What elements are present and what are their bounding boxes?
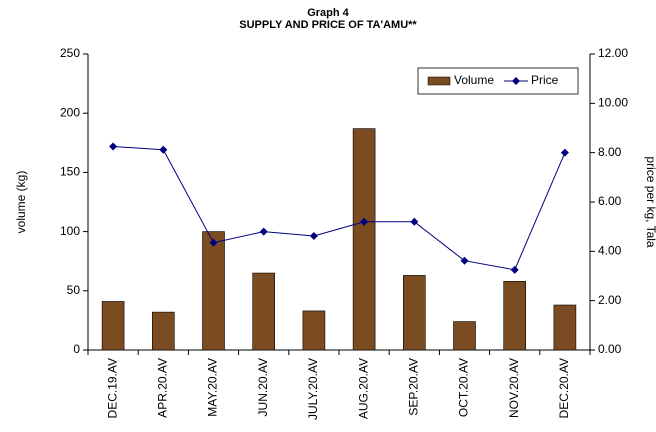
bar: [453, 321, 476, 351]
price-marker: [360, 217, 369, 226]
bar: [101, 301, 125, 351]
x-tick-label: DEC.20.AV: [557, 358, 571, 418]
y2-tick-label: 8.00: [598, 145, 622, 159]
legend-marker: [512, 77, 520, 85]
y2-tick-label: 10.00: [598, 96, 628, 110]
x-tick-label: NOV.20.AV: [507, 358, 521, 418]
price-line: [113, 146, 566, 271]
y2-tick-label: 2.00: [598, 293, 622, 307]
price-marker: [159, 145, 168, 154]
y2-tick-label: 6.00: [598, 194, 622, 208]
bar: [503, 281, 527, 351]
y2-tick-label: 12.00: [598, 46, 628, 60]
x-tick-label: JUN.20.AV: [256, 358, 270, 416]
y-tick-label: 200: [60, 105, 80, 119]
x-tick-label: MAY.20.AV: [206, 358, 220, 417]
legend-box: [417, 67, 579, 95]
y2-tick-label: 4.00: [598, 244, 622, 258]
x-tick-label: SEP.20.AV: [406, 358, 420, 416]
price-marker: [460, 256, 469, 265]
y-tick-label: 0: [73, 342, 80, 356]
legend-swatch: [427, 76, 451, 86]
y-tick-label: 250: [60, 46, 80, 60]
bar: [553, 304, 577, 351]
x-tick-label: DEC.19.AV: [105, 358, 119, 418]
y-tick-label: 50: [67, 283, 81, 297]
legend-label: Volume: [454, 73, 494, 87]
y2-axis-label: price per kg, Tala: [644, 156, 656, 247]
bar: [252, 272, 275, 351]
y-tick-label: 100: [60, 224, 80, 238]
legend-label: Price: [531, 73, 559, 87]
y-tick-label: 150: [60, 165, 80, 179]
price-marker: [209, 238, 218, 247]
x-tick-label: OCT.20.AV: [457, 358, 471, 417]
price-marker: [560, 148, 569, 157]
bar: [152, 311, 175, 351]
price-marker: [109, 142, 118, 151]
bar: [302, 310, 326, 351]
price-marker: [259, 227, 268, 236]
bar: [352, 128, 376, 351]
price-marker: [510, 265, 519, 274]
x-tick-label: AUG.20.AV: [356, 358, 370, 419]
chart-title: Graph 4: [307, 7, 349, 19]
price-marker: [309, 232, 318, 241]
x-tick-label: JULY.20.AV: [306, 358, 320, 420]
y-axis-label: volume (kg): [14, 171, 28, 234]
y2-tick-label: 0.00: [598, 342, 622, 356]
bar: [402, 275, 426, 351]
price-marker: [410, 217, 419, 226]
x-tick-label: APR.20.AV: [155, 358, 169, 418]
chart-subtitle: SUPPLY AND PRICE OF TA'AMU**: [239, 19, 417, 31]
bar: [202, 231, 225, 351]
